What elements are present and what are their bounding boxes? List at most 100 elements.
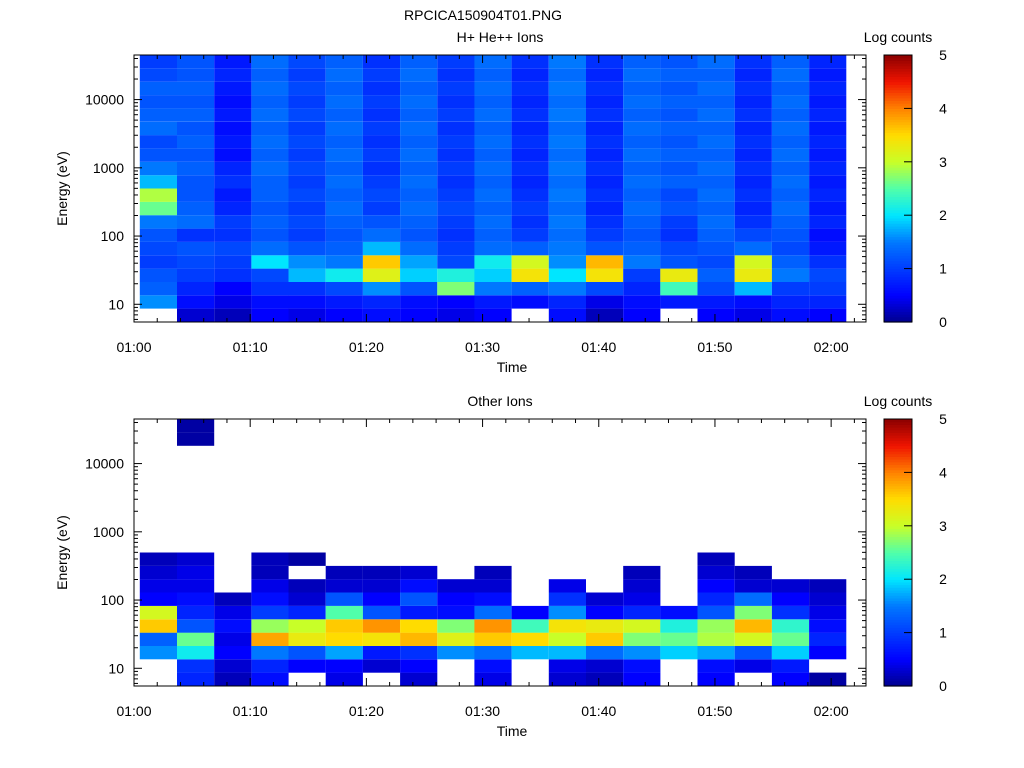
heatmap-cell [400, 308, 438, 322]
heatmap-cell [139, 95, 177, 109]
heatmap-cell [660, 188, 698, 202]
colorbar-segment [884, 175, 912, 179]
colorbar-segment [884, 289, 912, 294]
heatmap-cell [139, 161, 177, 176]
heatmap-cell [586, 659, 624, 673]
heatmap-cell [809, 188, 847, 202]
heatmap-cell [214, 161, 252, 176]
heatmap-cell [362, 241, 401, 256]
colorbar-segment [884, 643, 912, 647]
heatmap-cell [177, 188, 215, 202]
colorbar-segment [884, 531, 912, 535]
colorbar-segment [884, 239, 912, 243]
heatmap-cell [511, 108, 549, 122]
heatmap-cell [809, 605, 847, 620]
colorbar-segment [884, 319, 912, 323]
heatmap-cell [660, 175, 698, 189]
heatmap-cell [214, 55, 252, 69]
colorbar-segment [884, 637, 912, 642]
colorbar-segment [884, 108, 912, 112]
colorbar-segment [884, 581, 912, 586]
heatmap-cell [809, 592, 847, 606]
heatmap-cell [474, 68, 512, 82]
heatmap-cell [474, 619, 512, 633]
colorbar-segment [884, 295, 912, 299]
heatmap-cell [437, 268, 475, 282]
heatmap-cell [474, 672, 512, 686]
colorbar-segment [884, 55, 912, 59]
x-tick-label: 01:50 [697, 339, 732, 355]
colorbar-segment [884, 276, 912, 280]
heatmap-cell [586, 255, 624, 269]
heatmap-cell [214, 81, 252, 96]
colorbar-segment [884, 597, 912, 602]
heatmap-cell [548, 605, 586, 620]
heatmap-cell [325, 632, 363, 646]
heatmap-cell [362, 55, 401, 69]
heatmap-cell [177, 135, 215, 149]
heatmap-cell [325, 68, 363, 82]
heatmap-cell [437, 55, 475, 69]
heatmap-cell [400, 215, 438, 229]
heatmap-cell [474, 255, 512, 269]
heatmap-cell [362, 308, 401, 322]
heatmap-cell [548, 632, 586, 646]
heatmap-cell [437, 121, 475, 136]
heatmap-cell [511, 295, 549, 309]
heatmap-cell [177, 632, 215, 646]
heatmap-cell [400, 295, 438, 309]
colorbar-segment [884, 127, 912, 131]
heatmap-cell [474, 81, 512, 96]
heatmap-cell [362, 175, 401, 189]
heatmap-cell [214, 659, 252, 673]
heatmap-cell [177, 295, 215, 309]
heatmap-cell [734, 228, 772, 242]
heatmap-cell [251, 215, 289, 229]
colorbar-segment [884, 557, 912, 562]
colorbar-segment [884, 624, 912, 628]
heatmap-cell [288, 175, 326, 189]
heatmap-cell [139, 619, 177, 633]
colorbar: 0 1 2 3 4 5 Log counts [864, 393, 947, 694]
colorbar-segment [884, 456, 912, 460]
heatmap-cell [139, 565, 177, 580]
heatmap-cell [362, 295, 401, 309]
heatmap-cell [809, 95, 847, 109]
heatmap-cell [474, 605, 512, 620]
heatmap-cell [214, 281, 252, 296]
heatmap-cell [325, 268, 363, 282]
colorbar-segment [884, 185, 912, 190]
colorbar-segment [884, 89, 912, 93]
heatmap-cell [251, 295, 289, 309]
colorbar-segment [884, 464, 912, 468]
colorbar-segment [884, 675, 912, 679]
colorbar-segment [884, 640, 912, 644]
heatmap-cell [734, 108, 772, 122]
heatmap-cell [362, 565, 401, 580]
colorbar-segment [884, 611, 912, 615]
heatmap-cell [548, 672, 586, 686]
heatmap-cell [139, 148, 177, 162]
heatmap-cell [660, 255, 698, 269]
heatmap-cell [139, 592, 177, 606]
heatmap-cell [139, 68, 177, 82]
heatmap-cell [586, 175, 624, 189]
heatmap-cell [139, 646, 177, 660]
heatmap-cell [325, 255, 363, 269]
heatmap-cell [623, 201, 661, 216]
heatmap-cell [362, 135, 401, 149]
heatmap-cell [660, 215, 698, 229]
colorbar-segment [884, 507, 912, 511]
heatmap-cell [474, 281, 512, 296]
heatmap-cell [214, 228, 252, 242]
colorbar-segment [884, 241, 912, 246]
heatmap-cell [214, 201, 252, 216]
heatmap-cell [734, 632, 772, 646]
heatmap-cell [177, 108, 215, 122]
heatmap-cell [214, 605, 252, 620]
heatmap-cell [809, 55, 847, 69]
heatmap-cell [586, 188, 624, 202]
heatmap-cell [511, 215, 549, 229]
heatmap-cell [623, 95, 661, 109]
